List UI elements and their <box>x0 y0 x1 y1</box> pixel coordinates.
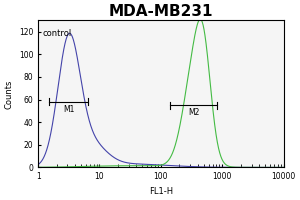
Title: MDA-MB231: MDA-MB231 <box>109 4 213 19</box>
Text: M1: M1 <box>63 105 74 114</box>
X-axis label: FL1-H: FL1-H <box>149 187 173 196</box>
Text: M2: M2 <box>188 108 200 117</box>
Y-axis label: Counts: Counts <box>4 79 13 109</box>
Text: control: control <box>43 29 72 38</box>
